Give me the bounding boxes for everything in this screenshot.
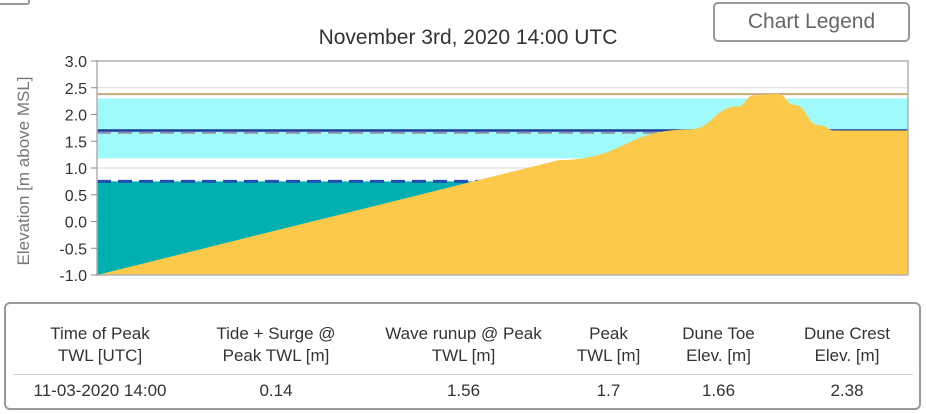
header-wave-runup: Wave runup @ Peak TWL [m]	[385, 324, 542, 365]
cell-dune-toe: 1.66	[656, 374, 781, 407]
y-tick-label: 3.0	[65, 54, 87, 71]
cell-dune-crest: 2.38	[781, 374, 913, 407]
twl-summary-table: Time of Peak TWL [UTC] Tide + Surge @ Peak…	[4, 302, 921, 410]
y-tick-label: 0.5	[65, 188, 87, 205]
y-tick-label: 2.0	[65, 108, 87, 125]
y-tick-label: -1.0	[59, 268, 87, 285]
header-dune-toe: Dune Toe Elev. [m]	[682, 324, 755, 365]
y-tick-label: 1.5	[65, 134, 87, 151]
y-tick-label: 1.0	[65, 161, 87, 178]
header-tide-surge: Tide + Surge @ Peak TWL [m]	[216, 324, 336, 365]
chart-legend-button[interactable]: Chart Legend	[713, 2, 910, 42]
cell-tide-surge: 0.14	[186, 374, 366, 407]
header-peak-twl: Peak TWL [m]	[576, 324, 641, 365]
cell-time-of-peak: 11-03-2020 14:00	[14, 374, 186, 407]
y-tick-label: 0.0	[65, 215, 87, 232]
cell-wave-runup: 1.56	[366, 374, 561, 407]
plot-area: 3.0 2.5 2.0 1.5 1.0 0.5 0.0 -0.5 -1.0	[59, 54, 909, 285]
window-corner-mark	[0, 0, 30, 5]
cell-peak-twl: 1.7	[561, 374, 656, 407]
y-axis-label: Elevation [m above MSL]	[14, 77, 33, 266]
y-tick-label: -0.5	[59, 241, 87, 258]
table-header-row: Time of Peak TWL [UTC] Tide + Surge @ Peak…	[14, 316, 913, 375]
summary-table: Time of Peak TWL [UTC] Tide + Surge @ Peak…	[14, 316, 913, 407]
header-time-of-peak: Time of Peak TWL [UTC]	[50, 324, 150, 365]
table-row: 11-03-2020 14:00 0.14 1.56 1.7 1.66 2.38	[14, 374, 913, 407]
elevation-chart: November 3rd, 2020 14:00 UTC Elevation […	[14, 26, 909, 285]
dune-profile-area	[97, 94, 908, 275]
header-dune-crest: Dune Crest Elev. [m]	[804, 324, 890, 365]
chart-title: November 3rd, 2020 14:00 UTC	[319, 26, 618, 49]
y-tick-label: 2.5	[65, 81, 87, 98]
